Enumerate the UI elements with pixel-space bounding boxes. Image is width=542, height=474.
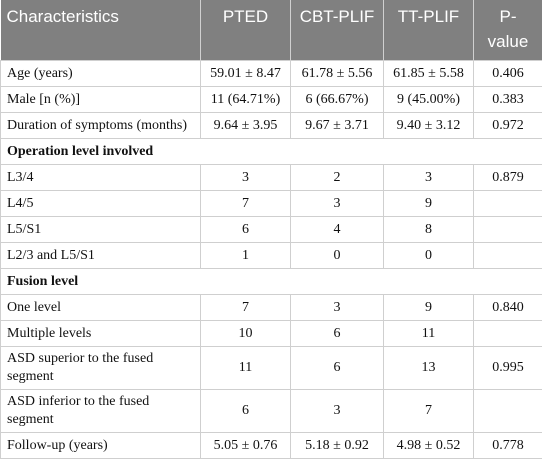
empty-cell — [473, 216, 542, 243]
table-cell: 6 — [200, 216, 291, 243]
table-cell: 0.879 — [473, 164, 542, 191]
table-cell: 9 — [383, 294, 474, 321]
header-cell: Characteristics — [0, 0, 201, 61]
table-cell: 0 — [383, 242, 474, 269]
table-row: Male [n (%)] 11 (64.71%) 6 (66.67%) 9 (45.0… — [0, 86, 542, 113]
table-cell: 11 — [200, 346, 291, 390]
table-cell: 7 — [383, 389, 474, 433]
table-cell: Follow-up (years) — [0, 432, 201, 459]
table-row: L3/4 3 2 3 0.879 — [0, 164, 542, 191]
table-cell: 6 — [200, 389, 291, 433]
table-cell: 11 — [383, 320, 474, 347]
table-cell: 5.18 ± 0.92 — [290, 432, 384, 459]
table-cell: 10 — [200, 320, 291, 347]
table-cell: 11 (64.71%) — [200, 86, 291, 113]
table-cell: 5.05 ± 0.76 — [200, 432, 291, 459]
table-cell: L2/3 and L5/S1 — [0, 242, 201, 269]
table-cell: 59.01 ± 8.47 — [200, 60, 291, 87]
table-cell: 0.995 — [473, 346, 542, 390]
table-cell: 4.98 ± 0.52 — [383, 432, 474, 459]
table-cell: 8 — [383, 216, 474, 243]
section-cell: Fusion level — [0, 268, 542, 295]
table-cell: 0.778 — [473, 432, 542, 459]
table-cell: Duration of symptoms (months) — [0, 112, 201, 139]
table-cell: L5/S1 — [0, 216, 201, 243]
table-cell: 2 — [290, 164, 384, 191]
table-cell: Male [n (%)] — [0, 86, 201, 113]
table-row: L2/3 and L5/S1 1 0 0 — [0, 242, 542, 269]
table-cell: 3 — [383, 164, 474, 191]
table-cell: 6 — [290, 346, 384, 390]
header-cell: CBT-PLIF — [290, 0, 384, 61]
table-cell: One level — [0, 294, 201, 321]
table-row: Age (years) 59.01 ± 8.47 61.78 ± 5.56 61.85… — [0, 60, 542, 87]
table-row: L5/S1 6 4 8 — [0, 216, 542, 243]
table-cell: Age (years) — [0, 60, 201, 87]
header-cell: TT-PLIF — [383, 0, 474, 61]
header-cell: P-value — [473, 0, 542, 61]
table-cell: 61.85 ± 5.58 — [383, 60, 474, 87]
empty-cell — [473, 320, 542, 347]
table-cell: 0.972 — [473, 112, 542, 139]
table-row: Follow-up (years) 5.05 ± 0.76 5.18 ± 0.92 4… — [0, 432, 542, 459]
section-cell: Operation level involved — [0, 138, 542, 165]
table-cell: 9 (45.00%) — [383, 86, 474, 113]
table-cell: ASD inferior to the fused segment — [0, 389, 201, 433]
table-row: Operation level involved — [0, 138, 542, 165]
header-cell: PTED — [200, 0, 291, 61]
table-row: Multiple levels 10 6 11 — [0, 320, 542, 347]
data-table: Characteristics PTED CBT-PLIF TT-PLIF P-valu… — [0, 0, 542, 459]
table-cell: ASD superior to the fused segment — [0, 346, 201, 390]
table-cell: 13 — [383, 346, 474, 390]
table-cell: 9 — [383, 190, 474, 217]
table-row: One level 7 3 9 0.840 — [0, 294, 542, 321]
table-cell: 9.40 ± 3.12 — [383, 112, 474, 139]
table-cell: 0.383 — [473, 86, 542, 113]
table-row: Fusion level — [0, 268, 542, 295]
table-cell: 7 — [200, 294, 291, 321]
table-cell: L3/4 — [0, 164, 201, 191]
table-cell: 6 — [290, 320, 384, 347]
table-row: ASD superior to the fused segment 11 6 13 0.… — [0, 346, 542, 390]
table-cell: Multiple levels — [0, 320, 201, 347]
table-body: Age (years) 59.01 ± 8.47 61.78 ± 5.56 61.85… — [0, 60, 542, 459]
table-cell: 3 — [290, 294, 384, 321]
table-cell: 3 — [290, 190, 384, 217]
table-row: ASD inferior to the fused segment 6 3 7 — [0, 389, 542, 433]
table-cell: 0 — [290, 242, 384, 269]
table-row: L4/5 7 3 9 — [0, 190, 542, 217]
table-cell: 61.78 ± 5.56 — [290, 60, 384, 87]
empty-cell — [473, 190, 542, 217]
empty-cell — [473, 242, 542, 269]
table-cell: 1 — [200, 242, 291, 269]
table-cell: 9.64 ± 3.95 — [200, 112, 291, 139]
table-cell: 6 (66.67%) — [290, 86, 384, 113]
table-cell: 9.67 ± 3.71 — [290, 112, 384, 139]
table-cell: L4/5 — [0, 190, 201, 217]
table-cell: 3 — [200, 164, 291, 191]
table-cell: 0.406 — [473, 60, 542, 87]
table-cell: 4 — [290, 216, 384, 243]
table-row: Duration of symptoms (months) 9.64 ± 3.95… — [0, 112, 542, 139]
table-cell: 7 — [200, 190, 291, 217]
empty-cell — [473, 389, 542, 433]
table-cell: 3 — [290, 389, 384, 433]
header-row: Characteristics PTED CBT-PLIF TT-PLIF P-valu… — [0, 0, 542, 61]
table-cell: 0.840 — [473, 294, 542, 321]
